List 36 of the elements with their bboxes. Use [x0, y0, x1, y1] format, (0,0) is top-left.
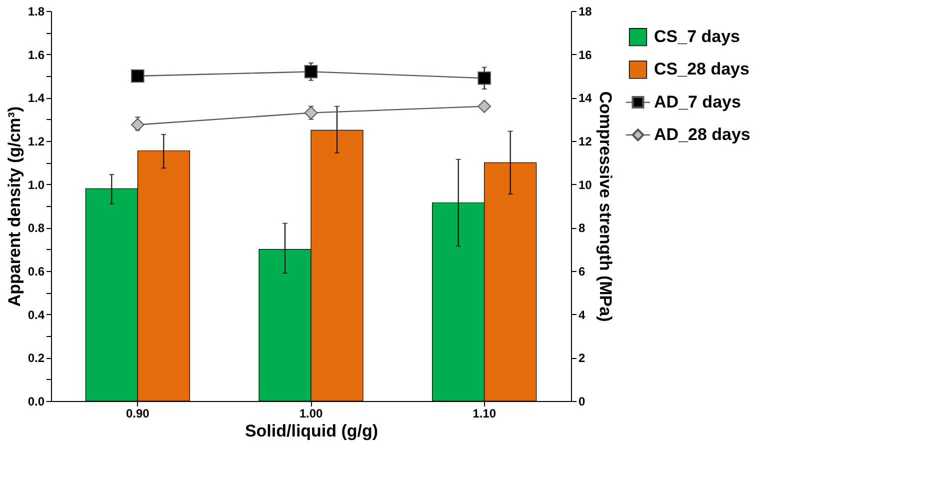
y2-tick-label: 0: [578, 394, 586, 408]
y-tick-label: 0.2: [28, 351, 45, 366]
legend-label: AD_7 days: [654, 92, 741, 112]
legend-label: AD_28 days: [654, 124, 750, 144]
y2-tick-label: 4: [578, 308, 586, 322]
y2-tick-label: 2: [578, 351, 586, 366]
y-tick-label: 0.4: [28, 308, 45, 322]
x-tick-label: 1.00: [299, 406, 323, 420]
point: [478, 100, 491, 113]
y2-tick-label: 18: [578, 4, 592, 18]
y-tick-label: 1.2: [28, 134, 45, 148]
y2-tick-label: 8: [578, 221, 586, 236]
y-tick-label: 1.4: [28, 91, 45, 106]
y-tick-label: 0.0: [28, 394, 45, 408]
x-tick-label: 0.90: [126, 406, 150, 420]
y2-axis-title: Compressive strength (MPa): [596, 91, 615, 322]
legend-label: CS_28 days: [654, 60, 750, 79]
y2-tick-label: 14: [578, 91, 592, 106]
legend-label: CS_7 days: [654, 27, 740, 46]
y-tick-label: 1.8: [28, 4, 45, 18]
point: [131, 69, 144, 83]
x-axis-title: Solid/liquid (g/g): [244, 422, 378, 440]
point: [304, 106, 318, 120]
y2-tick-label: 10: [578, 178, 592, 192]
x-tick-label: 1.10: [472, 406, 496, 420]
point: [304, 65, 318, 78]
y-tick-label: 0.6: [28, 264, 45, 278]
y2-tick-label: 16: [578, 48, 592, 62]
y-tick-label: 0.8: [28, 221, 45, 236]
point: [478, 72, 491, 85]
y2-tick-label: 6: [578, 264, 586, 278]
y-tick-label: 1.0: [28, 178, 45, 192]
y2-tick-label: 12: [578, 134, 592, 148]
y-axis-title: Apparent density (g/cm³): [4, 106, 24, 307]
point: [131, 118, 144, 132]
y-tick-label: 1.6: [28, 48, 45, 62]
